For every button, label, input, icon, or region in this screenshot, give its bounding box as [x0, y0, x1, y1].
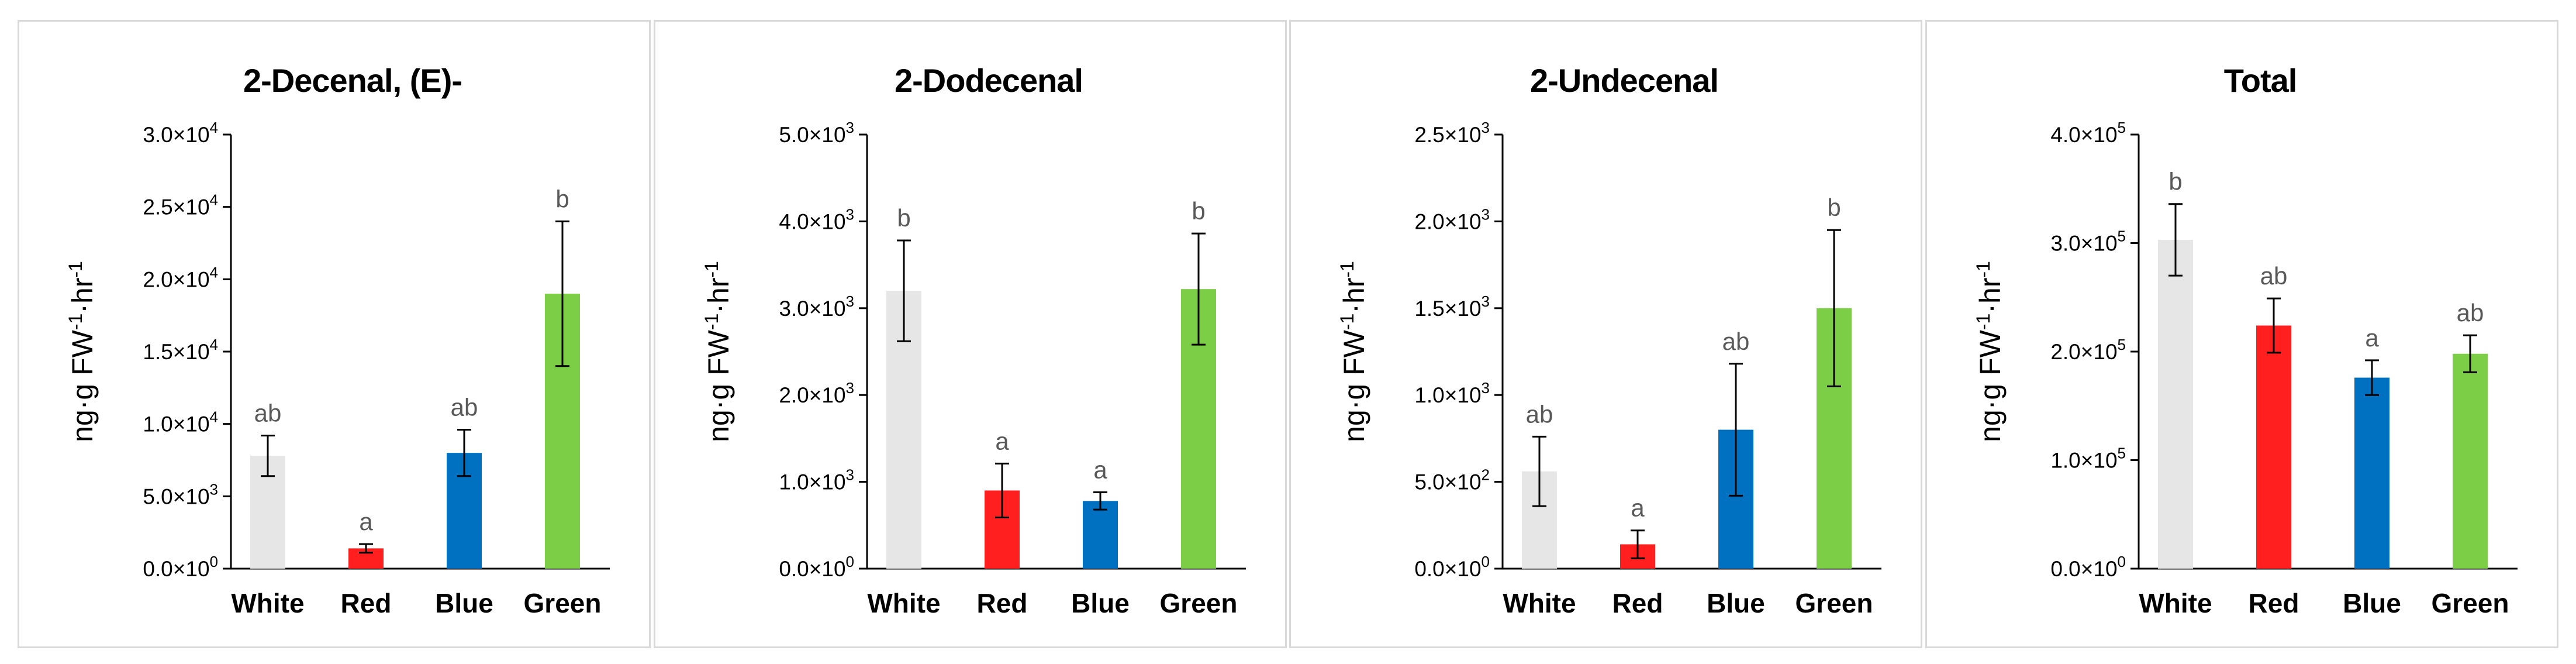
significance-label: a — [359, 508, 373, 535]
y-tick-label: 0.0×100 — [1414, 553, 1490, 581]
error-bar — [2463, 334, 2477, 373]
bar — [2453, 353, 2488, 569]
chart-panel: 2-Undecenal ng·g FW-1·hr-1 0.0×100 5.0×102 1… — [1289, 20, 1922, 648]
y-tick-label: 4.0×103 — [779, 205, 854, 233]
chart-panel: 2-Decenal, (E)- ng·g FW-1·hr-1 0.0×100 5.0×… — [18, 20, 651, 648]
category-label: Red — [977, 588, 1028, 618]
y-axis-label: ng·g FW-1·hr-1 — [65, 261, 99, 442]
significance-label: a — [1093, 456, 1107, 483]
error-bar — [359, 543, 373, 554]
chart-svg: Total ng·g FW-1·hr-1 0.0×100 1.0×105 2.0×105… — [1973, 62, 2518, 618]
category-label: Green — [1160, 588, 1238, 618]
bar — [1083, 501, 1118, 569]
category-label: Green — [1795, 588, 1873, 618]
chart-panel: 2-Dodecenal ng·g FW-1·hr-1 0.0×100 1.0×103 2… — [654, 20, 1287, 648]
significance-label: ab — [1526, 400, 1553, 428]
category-label: White — [2139, 588, 2212, 618]
y-tick-label: 2.0×103 — [779, 379, 854, 407]
chart-panel: Total ng·g FW-1·hr-1 0.0×100 1.0×105 2.0×105… — [1925, 20, 2558, 648]
y-tick-label: 1.0×103 — [779, 466, 854, 494]
category-label: White — [231, 588, 304, 618]
y-tick-label: 0.0×100 — [779, 553, 854, 581]
category-label: Blue — [435, 588, 493, 618]
y-tick-label: 1.5×104 — [143, 336, 218, 364]
significance-label: ab — [2457, 299, 2484, 326]
category-label: Red — [1612, 588, 1663, 618]
y-tick-label: 2.0×103 — [1414, 205, 1490, 233]
y-tick-label: 3.0×103 — [779, 293, 854, 321]
error-bar — [457, 429, 471, 477]
significance-label: b — [2168, 168, 2182, 195]
y-tick-label: 5.0×103 — [143, 480, 218, 508]
significance-label: b — [897, 204, 910, 232]
y-tick-label: 2.5×104 — [143, 191, 218, 219]
y-tick-label: 0.0×100 — [2050, 553, 2126, 581]
bar — [2354, 377, 2389, 569]
category-label: White — [867, 588, 940, 618]
category-label: Green — [524, 588, 602, 618]
error-bar — [2267, 297, 2281, 354]
category-label: Blue — [1707, 588, 1765, 618]
significance-label: ab — [2260, 262, 2288, 290]
error-bar — [995, 462, 1009, 518]
chart-title: 2-Undecenal — [1530, 62, 1718, 99]
significance-label: b — [555, 185, 569, 212]
y-tick-label: 1.0×104 — [143, 408, 218, 436]
error-bar — [261, 434, 275, 477]
y-tick-label: 0.0×100 — [143, 553, 218, 581]
y-tick-label: 5.0×102 — [1414, 466, 1490, 494]
significance-label: ab — [1722, 328, 1750, 355]
chart-title: 2-Dodecenal — [895, 62, 1083, 99]
chart-title: Total — [2224, 62, 2297, 99]
error-bar — [1093, 491, 1107, 511]
category-label: Red — [341, 588, 392, 618]
y-axis-label: ng·g FW-1·hr-1 — [701, 261, 735, 442]
y-tick-label: 5.0×103 — [779, 119, 854, 147]
category-label: White — [1503, 588, 1576, 618]
significance-label: b — [1192, 197, 1205, 225]
error-bar — [1729, 363, 1743, 497]
bar — [2158, 239, 2193, 569]
y-tick-label: 1.5×103 — [1414, 293, 1490, 321]
y-tick-label: 1.0×103 — [1414, 379, 1490, 407]
y-tick-label: 1.0×105 — [2050, 445, 2126, 473]
significance-label: ab — [254, 399, 282, 426]
category-label: Blue — [1071, 588, 1130, 618]
bar — [2256, 325, 2291, 569]
error-bar — [1827, 229, 1841, 387]
y-tick-label: 4.0×105 — [2050, 119, 2126, 147]
category-label: Green — [2432, 588, 2509, 618]
y-axis-label: ng·g FW-1·hr-1 — [1337, 261, 1370, 442]
significance-label: a — [995, 427, 1009, 455]
category-label: Red — [2249, 588, 2299, 618]
error-bar — [2365, 359, 2379, 396]
significance-label: ab — [451, 394, 478, 421]
error-bar — [1532, 435, 1546, 507]
error-bar — [1631, 529, 1645, 559]
chart-title: 2-Decenal, (E)- — [243, 62, 462, 99]
significance-label: b — [1827, 194, 1841, 221]
error-bar — [2168, 203, 2183, 277]
y-axis-label: ng·g FW-1·hr-1 — [1973, 261, 2007, 442]
chart-svg: 2-Decenal, (E)- ng·g FW-1·hr-1 0.0×100 5.0×… — [65, 62, 610, 618]
error-bar — [1192, 232, 1206, 346]
y-tick-label: 3.0×104 — [143, 119, 218, 147]
significance-label: a — [2365, 324, 2379, 352]
category-label: Blue — [2343, 588, 2401, 618]
chart-svg: 2-Undecenal ng·g FW-1·hr-1 0.0×100 5.0×102 1… — [1337, 62, 1881, 618]
chart-svg: 2-Dodecenal ng·g FW-1·hr-1 0.0×100 1.0×103 2… — [701, 62, 1246, 618]
y-tick-label: 2.0×104 — [143, 263, 218, 291]
error-bar — [555, 220, 569, 367]
error-bar — [897, 239, 911, 342]
y-tick-label: 2.0×105 — [2050, 336, 2126, 364]
y-tick-label: 2.5×103 — [1414, 119, 1490, 147]
y-tick-label: 3.0×105 — [2050, 228, 2126, 256]
significance-label: a — [1631, 494, 1645, 522]
